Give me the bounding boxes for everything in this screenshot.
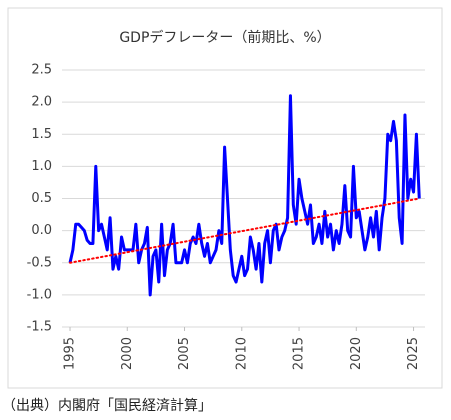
data-line xyxy=(68,94,421,297)
y-tick-label: 0.0 xyxy=(31,223,52,238)
x-tick-label: 2015 xyxy=(292,337,307,370)
y-tick-label: -1.5 xyxy=(27,320,52,335)
y-tick-label: 1.5 xyxy=(31,127,52,142)
x-tick-label: 2000 xyxy=(120,337,135,370)
trend-line xyxy=(69,197,421,264)
y-tick-label: 0.5 xyxy=(31,191,52,206)
y-tick-label: -0.5 xyxy=(27,255,52,270)
y-tick-label: 2.5 xyxy=(31,63,52,78)
x-tick-label: 2010 xyxy=(234,337,249,370)
chart-title: GDPデフレーター（前期比、%） xyxy=(119,29,330,46)
y-tick-label: -1.0 xyxy=(27,287,52,302)
x-tick-label: 2025 xyxy=(406,337,421,370)
y-tick-label: 1.0 xyxy=(31,159,52,174)
source-note: （出典）内閣府「国民経済計算」 xyxy=(2,398,212,414)
y-tick-label: 2.0 xyxy=(31,95,52,110)
x-tick-label: 1995 xyxy=(63,337,78,370)
x-tick-label: 2005 xyxy=(177,337,192,370)
x-tick-label: 2020 xyxy=(349,337,364,370)
